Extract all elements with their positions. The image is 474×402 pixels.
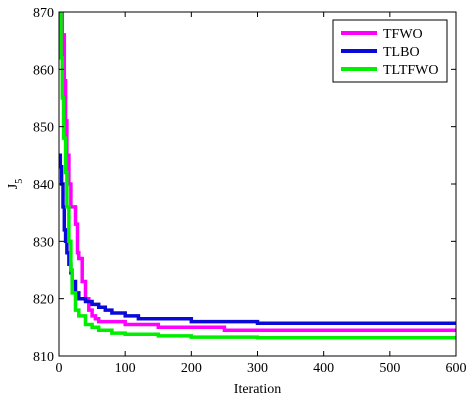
y-axis-title: J5	[6, 179, 25, 189]
y-tick-label: 820	[33, 293, 54, 308]
x-axis-title: Iteration	[234, 382, 281, 397]
x-tick-label: 100	[115, 361, 136, 376]
y-tick-label: 810	[33, 350, 54, 365]
y-tick-label: 840	[33, 178, 54, 193]
x-tick-label: 200	[181, 361, 202, 376]
ticks-layer: 0 100 200 300 400 500 600 810 820 830 840 850 860 870	[33, 6, 467, 376]
x-tick-label: 0	[56, 361, 63, 376]
series-layer	[59, 12, 456, 340]
y-tick-label: 860	[33, 63, 54, 78]
legend: TFWO TLBO TLTFWO	[332, 19, 448, 83]
x-tick-label: 600	[446, 361, 467, 376]
y-tick-label: 850	[33, 121, 54, 136]
legend-label-tltfwo: TLTFWO	[383, 63, 438, 78]
y-tick-label: 870	[33, 6, 54, 21]
x-tick-label: 500	[379, 361, 400, 376]
y-axis-title-subscript: 5	[14, 179, 25, 184]
series-line-tltfwo	[59, 12, 456, 340]
series-line-tlbo	[59, 153, 456, 326]
y-tick-label: 830	[33, 235, 54, 250]
legend-label-tfwo: TFWO	[383, 27, 423, 42]
x-tick-label: 400	[313, 361, 334, 376]
y-axis-title-main: J	[6, 183, 21, 189]
x-tick-label: 300	[247, 361, 268, 376]
legend-label-tlbo: TLBO	[383, 45, 420, 60]
